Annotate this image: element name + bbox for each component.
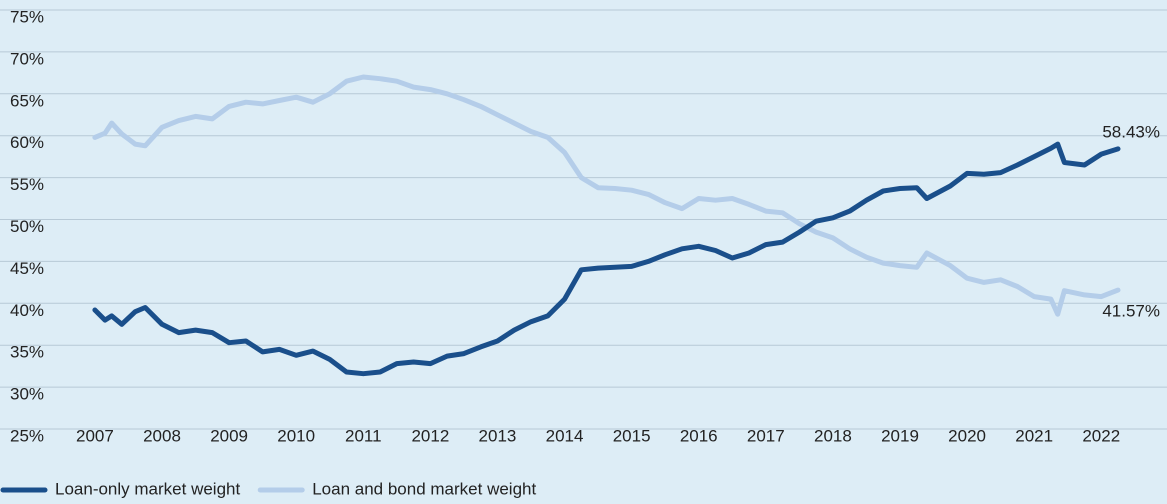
y-tick-label: 25%	[10, 426, 44, 445]
x-tick-label: 2007	[76, 426, 114, 445]
x-tick-label: 2020	[948, 426, 986, 445]
y-tick-label: 75%	[10, 7, 44, 26]
x-tick-label: 2013	[479, 426, 517, 445]
x-tick-label: 2014	[546, 426, 584, 445]
end-label: 41.57%	[1102, 302, 1160, 321]
x-tick-label: 2009	[210, 426, 248, 445]
y-tick-label: 65%	[10, 91, 44, 110]
x-tick-label: 2012	[411, 426, 449, 445]
y-tick-label: 55%	[10, 175, 44, 194]
x-tick-label: 2011	[345, 426, 382, 445]
y-tick-label: 40%	[10, 301, 44, 320]
y-tick-label: 35%	[10, 343, 44, 362]
end-label: 58.43%	[1102, 122, 1160, 141]
x-tick-label: 2019	[881, 426, 919, 445]
y-tick-label: 50%	[10, 217, 44, 236]
y-tick-label: 70%	[10, 49, 44, 68]
y-tick-label: 60%	[10, 133, 44, 152]
x-tick-label: 2010	[277, 426, 315, 445]
series-line	[92, 141, 1121, 377]
series-line	[92, 74, 1121, 317]
x-tick-label: 2018	[814, 426, 852, 445]
x-tick-label: 2017	[747, 426, 785, 445]
x-tick-label: 2021	[1015, 426, 1053, 445]
x-tick-label: 2016	[680, 426, 718, 445]
x-tick-label: 2008	[143, 426, 181, 445]
legend-label: Loan-only market weight	[55, 479, 240, 498]
x-tick-label: 2015	[613, 426, 651, 445]
legend-label: Loan and bond market weight	[312, 479, 536, 498]
y-tick-label: 45%	[10, 259, 44, 278]
x-tick-label: 2022	[1082, 426, 1120, 445]
y-tick-label: 30%	[10, 385, 44, 404]
